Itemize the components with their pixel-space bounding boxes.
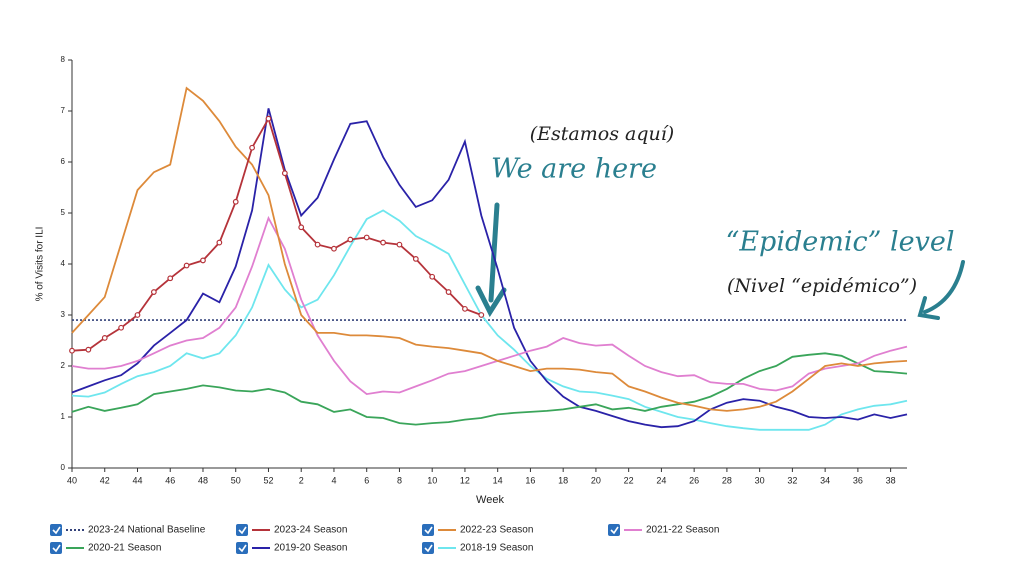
x-tick-label: 20 <box>591 475 601 485</box>
y-axis-label: % of Visits for ILI <box>35 227 46 302</box>
legend-label: 2019-20 Season <box>274 543 347 554</box>
point <box>85 346 92 353</box>
y-tick-label: 7 <box>61 106 66 115</box>
x-tick-label: 38 <box>886 475 896 485</box>
x-tick-label: 18 <box>558 475 568 485</box>
y-tick-label: 2 <box>61 361 66 370</box>
legend-label: 2023-24 Season <box>274 525 347 536</box>
point <box>298 224 305 231</box>
point <box>232 198 239 205</box>
point <box>363 234 370 241</box>
legend-label: 2018-19 Season <box>460 543 533 554</box>
annotation: We are here <box>491 154 657 185</box>
legend-checkbox[interactable] <box>50 542 62 554</box>
y-tick-label: 8 <box>61 55 66 64</box>
x-tick-label: 22 <box>624 475 634 485</box>
x-tick-label: 34 <box>820 475 830 485</box>
point <box>412 256 419 262</box>
x-tick-label: 10 <box>427 475 437 485</box>
x-tick-label: 48 <box>198 475 208 485</box>
point <box>347 236 354 243</box>
checkmark <box>424 544 433 553</box>
checkmark <box>238 544 247 553</box>
legend-checkbox[interactable] <box>422 524 434 536</box>
x-tick-label: 24 <box>656 475 666 485</box>
point <box>396 241 403 248</box>
point <box>380 239 386 246</box>
y-tick-label: 1 <box>61 412 66 421</box>
point <box>200 257 206 264</box>
point <box>183 262 190 269</box>
series-line <box>71 86 908 412</box>
legend: 2023-24 National Baseline 2023-24 Season 2… <box>50 524 719 554</box>
x-tick-label: 40 <box>67 475 77 485</box>
point <box>265 115 272 122</box>
x-tick-label: 32 <box>787 475 797 485</box>
x-tick-label: 12 <box>460 475 470 485</box>
point <box>314 241 321 248</box>
y-tick-label: 4 <box>61 259 66 268</box>
point <box>118 324 125 331</box>
y-tick-label: 3 <box>61 310 66 319</box>
x-tick-label: 46 <box>165 475 175 485</box>
x-tick-label: 26 <box>689 475 699 485</box>
x-tick-label: 28 <box>722 475 732 485</box>
legend-label: 2021-22 Season <box>646 525 719 536</box>
y-tick-label: 0 <box>61 463 66 472</box>
checkmark <box>610 526 619 535</box>
legend-label: 2022-23 Season <box>460 525 533 536</box>
series-line <box>71 108 908 429</box>
point <box>101 335 108 341</box>
point <box>249 144 255 151</box>
legend-checkbox[interactable] <box>422 542 434 554</box>
series-line <box>71 209 908 431</box>
legend-checkbox[interactable] <box>608 524 620 536</box>
point <box>134 312 141 318</box>
annotation: “Epidemic” level <box>726 227 955 258</box>
point <box>150 289 157 295</box>
x-tick-label: 30 <box>755 475 765 485</box>
point <box>69 347 75 354</box>
x-tick-label: 8 <box>397 475 402 485</box>
legend-checkbox[interactable] <box>236 524 248 536</box>
point <box>216 239 223 246</box>
x-tick-label: 16 <box>525 475 535 485</box>
annotation: (Nivel “epidémico”) <box>727 275 917 297</box>
x-tick-label: 14 <box>493 475 503 485</box>
arrow <box>475 202 507 318</box>
point <box>281 170 288 177</box>
point <box>429 273 436 280</box>
arrow <box>917 260 965 320</box>
series-line <box>71 215 908 396</box>
legend-checkbox[interactable] <box>236 542 248 554</box>
x-tick-label: 2 <box>299 475 304 485</box>
point <box>445 289 452 295</box>
x-tick-label: 36 <box>853 475 863 485</box>
y-tick-label: 6 <box>61 157 66 166</box>
checkmark <box>52 526 61 535</box>
x-tick-label: 4 <box>331 475 336 485</box>
point <box>478 312 485 318</box>
x-tick-label: 44 <box>132 475 142 485</box>
x-tick-label: 50 <box>231 475 241 485</box>
legend-label: 2020-21 Season <box>88 543 161 554</box>
legend-label: 2023-24 National Baseline <box>88 525 206 536</box>
series-line <box>71 352 908 426</box>
x-tick-label: 6 <box>364 475 369 485</box>
x-tick-label: 42 <box>100 475 110 485</box>
checkmark <box>52 544 61 553</box>
point <box>331 245 337 252</box>
annotation: (Estamos aquí) <box>530 123 674 145</box>
legend-checkbox[interactable] <box>50 524 62 536</box>
checkmark <box>424 526 433 535</box>
point <box>167 275 174 282</box>
checkmark <box>238 526 247 535</box>
y-tick-label: 5 <box>61 208 66 217</box>
series-line <box>71 116 482 352</box>
x-axis-label: Week <box>476 494 504 506</box>
point <box>462 305 468 312</box>
x-tick-label: 52 <box>263 475 273 485</box>
